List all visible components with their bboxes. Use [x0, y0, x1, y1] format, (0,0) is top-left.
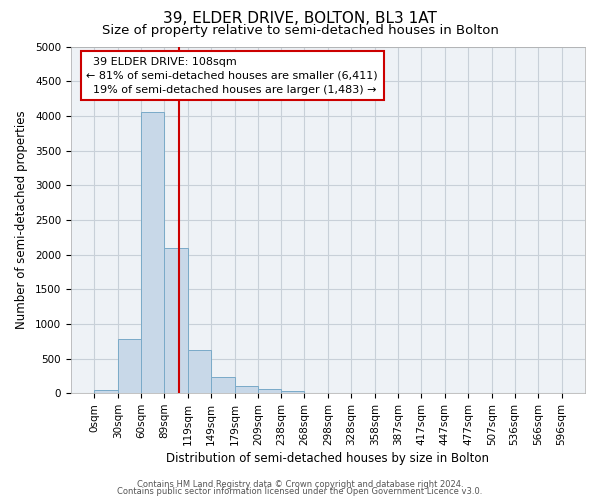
Bar: [164, 248, 188, 393]
Bar: [118, 339, 142, 393]
Bar: [258, 390, 281, 393]
Text: 39 ELDER DRIVE: 108sqm
← 81% of semi-detached houses are smaller (6,411)
  19% o: 39 ELDER DRIVE: 108sqm ← 81% of semi-det…: [86, 57, 378, 95]
Bar: [281, 391, 304, 393]
Bar: [142, 112, 164, 393]
X-axis label: Distribution of semi-detached houses by size in Bolton: Distribution of semi-detached houses by …: [166, 452, 490, 465]
Bar: [188, 350, 211, 393]
Bar: [211, 378, 235, 393]
Y-axis label: Number of semi-detached properties: Number of semi-detached properties: [15, 110, 28, 329]
Bar: [94, 390, 118, 393]
Bar: [235, 386, 258, 393]
Text: 39, ELDER DRIVE, BOLTON, BL3 1AT: 39, ELDER DRIVE, BOLTON, BL3 1AT: [163, 11, 437, 26]
Text: Size of property relative to semi-detached houses in Bolton: Size of property relative to semi-detach…: [101, 24, 499, 37]
Text: Contains public sector information licensed under the Open Government Licence v3: Contains public sector information licen…: [118, 487, 482, 496]
Text: Contains HM Land Registry data © Crown copyright and database right 2024.: Contains HM Land Registry data © Crown c…: [137, 480, 463, 489]
